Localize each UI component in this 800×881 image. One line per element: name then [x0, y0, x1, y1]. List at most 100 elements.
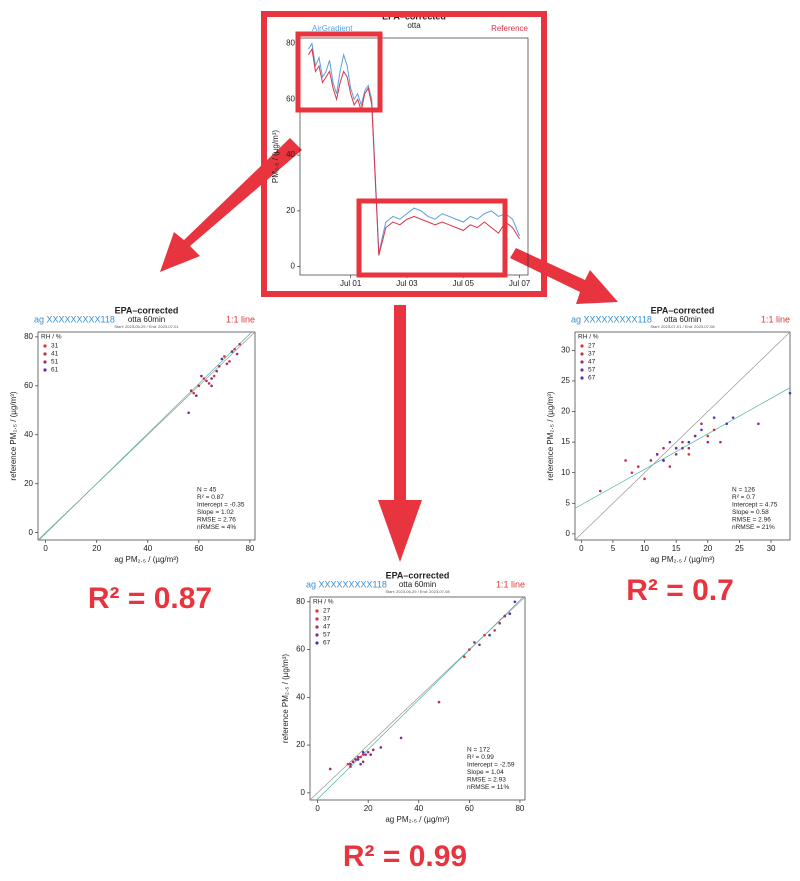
legend-swatch	[315, 609, 319, 613]
line-label: 1:1 line	[226, 314, 255, 324]
y-tick-label: 20	[24, 479, 33, 488]
legend-label: 57	[323, 632, 331, 639]
chart-title: EPA–corrected	[115, 305, 179, 315]
point	[712, 428, 716, 432]
x-tick-label: 0	[315, 804, 320, 813]
point	[503, 614, 507, 618]
y-tick-label: 5	[566, 498, 571, 507]
point	[217, 364, 221, 368]
x-tick-label: 20	[92, 544, 101, 553]
arrow-left	[160, 138, 302, 272]
point	[488, 633, 491, 637]
legend-label: 27	[588, 343, 596, 350]
regression-line	[38, 332, 253, 540]
stat: R² = 0.99	[467, 754, 494, 761]
series-line	[308, 42, 521, 253]
y-tick-label: 25	[561, 376, 570, 385]
point	[706, 440, 710, 444]
line-label: 1:1 line	[496, 579, 525, 589]
arrow-right	[510, 248, 618, 304]
point	[212, 374, 216, 378]
point	[649, 459, 653, 462]
point	[225, 362, 229, 366]
legend-label: 51	[51, 359, 59, 366]
stat: N = 126	[732, 487, 755, 494]
stat: Intercept = 4.75	[732, 502, 778, 509]
point	[513, 600, 517, 604]
point	[700, 428, 703, 432]
chart-subtitle: otta	[407, 21, 421, 30]
y-tick-label: 60	[24, 381, 33, 390]
legend-swatch	[315, 617, 319, 621]
point	[235, 352, 239, 356]
point	[207, 382, 211, 385]
x-tick-label: 20	[703, 544, 712, 553]
point	[205, 379, 208, 383]
point	[187, 411, 190, 415]
legend-swatch	[580, 368, 584, 372]
point	[693, 434, 697, 438]
highlight-box	[295, 31, 383, 113]
period: Start: 2023-06-29 / End: 2023-07-01	[114, 324, 179, 329]
stat: nRMSE = 21%	[732, 524, 775, 531]
stat: Slope = 1.02	[197, 509, 234, 516]
legend-label: 41	[51, 351, 59, 358]
stat: nRMSE = 11%	[467, 784, 510, 791]
point	[478, 643, 481, 647]
legend-swatch	[580, 344, 584, 348]
point	[674, 446, 678, 450]
y-axis-label: reference PM₂.₅ / (µg/m³)	[281, 654, 290, 744]
x-tick-label: 80	[245, 544, 254, 553]
legend-title: RH / %	[41, 334, 62, 341]
point	[468, 648, 471, 651]
y-tick-label: 30	[561, 345, 570, 354]
point	[668, 440, 672, 444]
y-tick-label: 20	[286, 206, 295, 215]
x-axis-label: ag PM₂.₅ / (µg/m³)	[385, 815, 450, 824]
point	[706, 434, 710, 438]
x-tick-label: 40	[143, 544, 152, 553]
legend-label: 47	[588, 359, 596, 366]
y-tick-label: 80	[286, 39, 295, 48]
point	[359, 755, 362, 759]
point	[356, 755, 360, 759]
highlights	[261, 11, 547, 297]
y-tick-label: 15	[561, 437, 570, 446]
y-tick-label: 0	[29, 528, 34, 537]
point	[700, 422, 703, 426]
point	[643, 477, 646, 481]
point	[361, 750, 365, 754]
legend-swatch	[43, 360, 47, 364]
point	[230, 350, 234, 353]
x-tick-label: 20	[364, 804, 373, 813]
x-tick-label: Jul 07	[509, 279, 531, 288]
legend-swatch	[315, 625, 319, 629]
y-axis-label: reference PM₂.₅ / (µg/m³)	[546, 391, 555, 481]
legend-label: 61	[51, 367, 59, 374]
point	[681, 446, 684, 450]
chart-subtitle: otta 60min	[664, 315, 701, 324]
chart-title: EPA–corrected	[386, 570, 450, 580]
legend-label: 31	[51, 343, 59, 350]
headline: R² = 0.99	[343, 840, 467, 873]
x-tick-label: 5	[611, 544, 616, 553]
stat: N = 172	[467, 747, 490, 754]
period: Start: 2023-07-01 / End: 2023-07-08	[650, 324, 715, 329]
point	[351, 760, 355, 764]
chart-subtitle: otta 60min	[399, 580, 436, 589]
legend-label: 27	[323, 608, 331, 615]
x-tick-label: 60	[194, 544, 203, 553]
point	[636, 465, 640, 468]
y-tick-label: 0	[566, 529, 571, 538]
legend-entry: Reference	[491, 24, 528, 33]
point	[369, 753, 373, 756]
point	[359, 762, 362, 766]
point	[349, 762, 352, 766]
stat: Intercept = -2.59	[467, 762, 515, 769]
stat: Slope = 0.58	[732, 509, 769, 516]
point	[197, 384, 201, 388]
point	[194, 394, 198, 397]
stat: N = 45	[197, 487, 217, 494]
